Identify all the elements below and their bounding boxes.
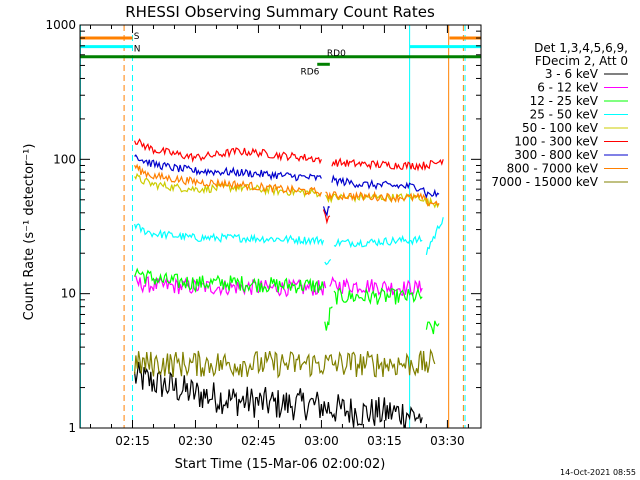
- x-tick-label-0: 02:15: [115, 434, 150, 448]
- x-tick-label-1: 02:30: [178, 434, 213, 448]
- legend-label-5: 100 - 300 keV: [514, 135, 598, 149]
- series-line-3-0: [134, 223, 325, 246]
- chart-title: RHESSI Observing Summary Count Rates: [125, 3, 435, 21]
- series-8: [134, 348, 436, 379]
- series-line-2-2: [333, 287, 423, 306]
- series-line-3-3: [425, 217, 444, 256]
- series-line-2-0: [134, 267, 325, 294]
- legend-header-0: Det 1,3,4,5,6,9,: [534, 41, 628, 55]
- series-line-7-1: [325, 190, 440, 207]
- legend-label-8: 7000 - 15000 keV: [491, 175, 598, 189]
- y-tick-label-3: 1000: [45, 18, 76, 32]
- y-axis-label: Count Rate (s⁻¹ detector⁻¹): [22, 144, 37, 321]
- legend-label-4: 50 - 100 keV: [522, 121, 599, 135]
- series-line-7-0: [134, 163, 322, 198]
- x-tick-label-5: 03:30: [430, 434, 465, 448]
- x-tick-label-4: 03:15: [367, 434, 402, 448]
- series-3: [134, 217, 444, 266]
- legend-label-6: 300 - 800 keV: [514, 148, 598, 162]
- series-line-3-2: [333, 234, 423, 249]
- series-line-1-1: [329, 275, 423, 297]
- series-line-2-1: [324, 306, 333, 331]
- series-line-2-3: [425, 320, 440, 335]
- y-tick-label-0: 1: [68, 421, 76, 435]
- series-line-5-2: [331, 157, 444, 172]
- series-line-5-1: [322, 209, 331, 225]
- series-7: [134, 163, 440, 207]
- plot-frame: [79, 24, 482, 429]
- series-line-6-0: [134, 154, 322, 182]
- y-tick-label-1: 10: [61, 287, 76, 301]
- flag-label-rd6: RD6: [300, 67, 319, 77]
- series-2: [134, 267, 440, 335]
- series-6: [134, 154, 440, 217]
- legend-label-3: 25 - 50 keV: [530, 108, 599, 122]
- flag-label-rd0: RD0: [327, 49, 346, 59]
- series-line-8-0: [134, 348, 436, 379]
- x-tick-label-2: 02:45: [241, 434, 276, 448]
- series-line-6-1: [322, 206, 330, 217]
- timestamp: 14-Oct-2021 08:55: [560, 468, 636, 477]
- legend-label-0: 3 - 6 keV: [545, 67, 599, 81]
- x-tick-label-3: 03:00: [304, 434, 339, 448]
- flag-label-s: S: [134, 32, 140, 42]
- series-line-0-0: [134, 361, 423, 428]
- series-5: [134, 138, 444, 225]
- series-line-5-0: [134, 138, 322, 165]
- series-line-3-1: [324, 258, 332, 266]
- legend-header-1: FDecim 2, Att 0: [535, 54, 628, 68]
- legend-label-1: 6 - 12 keV: [537, 81, 599, 95]
- series-0: [134, 361, 423, 428]
- flag-label-n: N: [134, 45, 141, 55]
- series-line-6-2: [331, 174, 440, 200]
- x-axis-label: Start Time (15-Mar-06 02:00:02): [175, 457, 386, 472]
- y-tick-label-2: 100: [53, 152, 76, 166]
- legend-label-2: 12 - 25 keV: [530, 94, 599, 108]
- legend-label-7: 800 - 7000 keV: [507, 162, 599, 176]
